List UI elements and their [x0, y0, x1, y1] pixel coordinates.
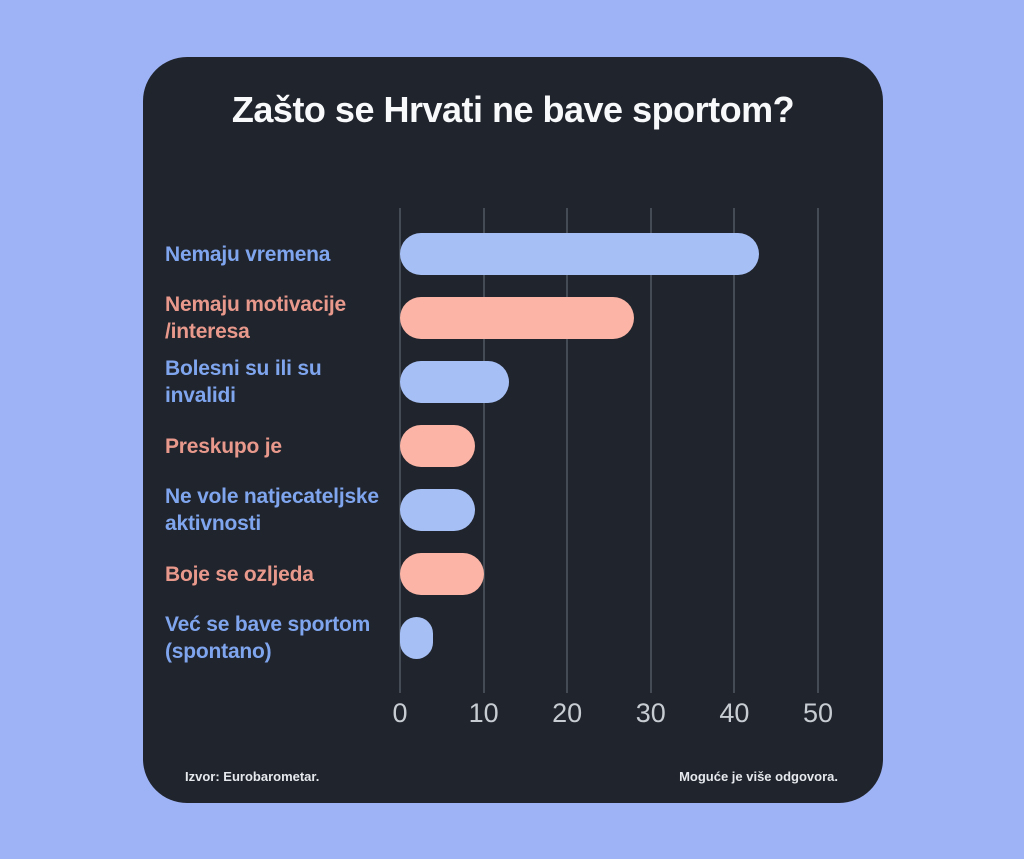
category-label: Boje se ozljeda — [165, 561, 397, 588]
category-label-line: Ne vole natjecateljske — [165, 485, 379, 508]
category-label: Bolesni su ili su invalidi — [165, 355, 397, 409]
data-bar — [400, 617, 434, 659]
data-bar — [400, 553, 484, 595]
category-label-line: Nemaju vremena — [165, 242, 331, 266]
gridline-30 — [649, 208, 652, 693]
category-label-line: Bolesni su ili su — [165, 357, 322, 380]
gridline-20 — [566, 208, 569, 693]
category-label-line: Već se bave sportom — [165, 613, 371, 636]
data-bar — [400, 425, 476, 467]
x-tick-label-40: 40 — [719, 698, 750, 728]
category-label: Ne vole natjecateljske aktivnosti — [165, 483, 397, 537]
data-bar — [400, 233, 760, 275]
data-bar — [400, 297, 635, 339]
category-label: Već se bave sportom (spontano) — [165, 611, 397, 665]
horizontal-bar-chart: Nemaju vremena Nemaju motivacije/interesa… — [143, 57, 883, 803]
data-bar — [400, 489, 476, 531]
category-label: Nemaju vremena — [165, 241, 397, 268]
chart-card: Zašto se Hrvati ne bave sportom? Nemaju … — [143, 57, 883, 803]
category-label-line: Preskupo je — [165, 434, 282, 458]
source-note: Izvor: Eurobarometar. — [185, 769, 320, 784]
x-tick-label-0: 0 — [392, 698, 408, 728]
chart-title: Zašto se Hrvati ne bave sportom? — [231, 89, 795, 130]
x-tick-label-50: 50 — [802, 698, 834, 728]
category-label-line: Boje se ozljeda — [165, 562, 314, 586]
category-label-line: (spontano) — [165, 640, 272, 663]
category-label: Preskupo je — [165, 433, 397, 460]
chart-footer: Izvor: Eurobarometar. Moguće je više odg… — [185, 769, 838, 784]
gridline-50 — [817, 208, 819, 693]
category-label-line: invalidi — [165, 384, 236, 407]
gridline-10 — [482, 208, 485, 693]
x-tick-label-20: 20 — [552, 698, 583, 728]
data-bar — [400, 361, 509, 403]
x-tick-label-10: 10 — [468, 698, 499, 728]
gridline-40 — [733, 208, 736, 693]
category-label-line: aktivnosti — [165, 512, 262, 535]
multiple-answers-note: Moguće je više odgovora. — [679, 769, 838, 784]
category-label-line: Nemaju motivacije — [165, 293, 347, 316]
x-tick-label-30: 30 — [635, 698, 666, 728]
category-label-line: /interesa — [165, 320, 250, 343]
category-label: Nemaju motivacije/interesa — [165, 291, 397, 345]
